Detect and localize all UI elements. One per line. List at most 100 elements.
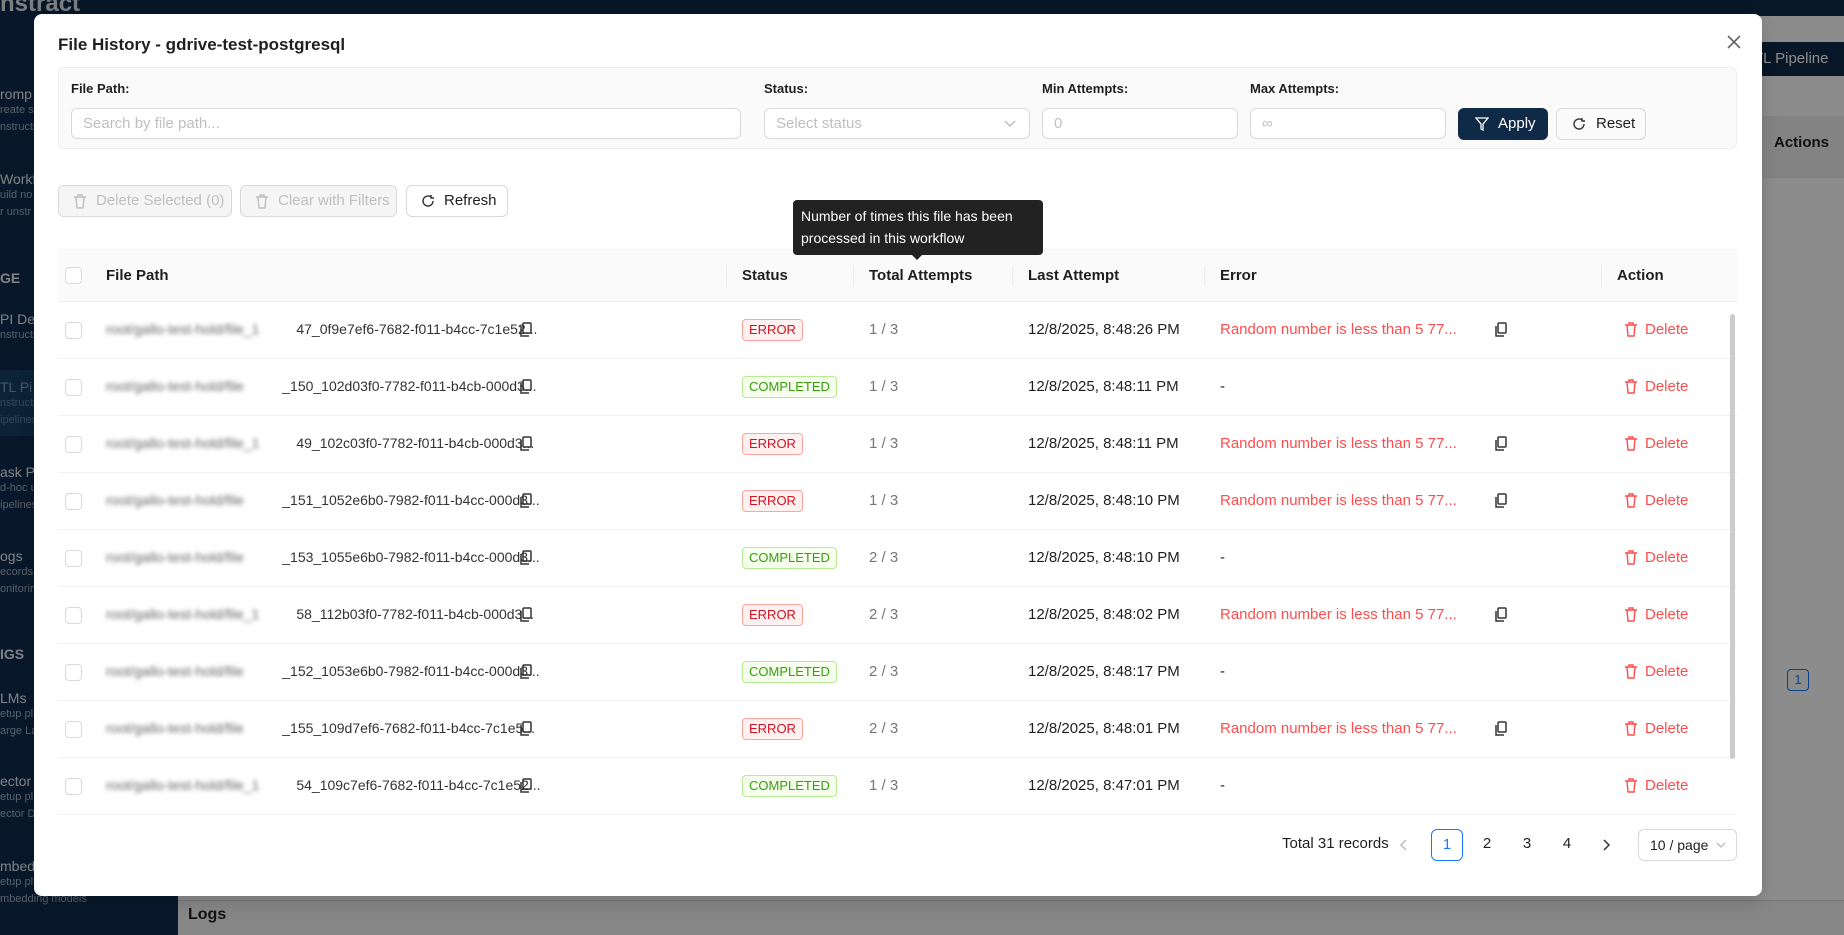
file-path-blurred: root/gallo-test-hold/file: [106, 378, 244, 394]
delete-button[interactable]: Delete: [1645, 435, 1689, 452]
row-checkbox[interactable]: [65, 493, 82, 510]
copy-icon-svg: [1495, 493, 1507, 508]
refresh-button[interactable]: Refresh: [406, 185, 508, 217]
row-checkbox[interactable]: [65, 322, 82, 339]
sidebar-sub: etup pl: [0, 708, 34, 720]
copy-icon[interactable]: [519, 664, 533, 680]
sidebar-item[interactable]: LMs: [0, 690, 27, 706]
delete-button[interactable]: Delete: [1645, 663, 1689, 680]
delete-icon-svg: [1625, 607, 1637, 622]
next-page-svg: [1603, 839, 1610, 851]
row-checkbox[interactable]: [65, 550, 82, 567]
sidebar-item[interactable]: ector: [0, 773, 32, 789]
copy-icon[interactable]: [1494, 721, 1508, 737]
copy-icon[interactable]: [519, 322, 533, 338]
sidebar-sub: uild no: [0, 189, 33, 201]
filter-icon: [1475, 117, 1489, 131]
disabled-button: Delete Selected (0): [58, 185, 232, 217]
page-number[interactable]: 1: [1431, 829, 1463, 861]
delete-button[interactable]: Delete: [1645, 378, 1689, 395]
close-button[interactable]: [1726, 34, 1742, 50]
apply-button[interactable]: Apply: [1458, 108, 1548, 140]
copy-icon[interactable]: [1494, 493, 1508, 509]
filter-input[interactable]: ∞: [1250, 108, 1446, 139]
table-row: root/gallo-test-hold/file _150_102d03f0-7…: [58, 359, 1737, 416]
sidebar-item[interactable]: romp: [0, 86, 32, 102]
bg-actions-header: Actions: [1774, 134, 1830, 151]
delete-button[interactable]: Delete: [1645, 777, 1689, 794]
sidebar-sub: ecords: [0, 566, 34, 578]
status-tag: ERROR: [742, 490, 803, 512]
row-checkbox[interactable]: [65, 778, 82, 795]
page-number[interactable]: 3: [1522, 835, 1532, 852]
copy-icon[interactable]: [519, 550, 533, 566]
button-icon-svg: [74, 194, 86, 209]
copy-icon[interactable]: [519, 778, 533, 794]
page-number[interactable]: 2: [1482, 835, 1492, 852]
filter-label: File Path:: [71, 81, 130, 96]
last-attempt: 12/8/2025, 8:47:01 PM: [1028, 777, 1180, 794]
sidebar-sub: etup pl: [0, 876, 34, 888]
sidebar-item[interactable]: ogs: [0, 548, 23, 564]
copy-icon-svg: [520, 778, 532, 793]
copy-icon[interactable]: [519, 721, 533, 737]
filter-input[interactable]: Select status: [764, 108, 1030, 139]
filter-input[interactable]: 0: [1042, 108, 1238, 139]
column-header: File Path: [106, 267, 169, 284]
row-checkbox[interactable]: [65, 607, 82, 624]
row-checkbox[interactable]: [65, 379, 82, 396]
select-arrow-svg: [1004, 120, 1016, 127]
delete-button[interactable]: Delete: [1645, 549, 1689, 566]
delete-button[interactable]: Delete: [1645, 606, 1689, 623]
row-checkbox[interactable]: [65, 436, 82, 453]
last-attempt: 12/8/2025, 8:48:26 PM: [1028, 321, 1180, 338]
filter-label: Max Attempts:: [1250, 81, 1340, 96]
delete-button[interactable]: Delete: [1645, 720, 1689, 737]
next-page[interactable]: [1602, 839, 1610, 851]
bg-header: [1762, 116, 1844, 178]
column-header: Total Attempts: [869, 267, 973, 284]
copy-icon-svg: [520, 379, 532, 394]
tooltip: Number of times this file has been proce…: [793, 200, 1043, 255]
delete-button[interactable]: Delete: [1645, 321, 1689, 338]
reset-button[interactable]: Reset: [1556, 108, 1646, 140]
delete-icon: [1624, 379, 1638, 394]
copy-icon[interactable]: [519, 493, 533, 509]
sidebar-item[interactable]: PI De: [0, 311, 36, 327]
sidebar-item[interactable]: mbed: [0, 858, 36, 874]
copy-icon-svg: [520, 322, 532, 337]
row-checkbox[interactable]: [65, 721, 82, 738]
sidebar-item[interactable]: ask P: [0, 464, 36, 480]
status-tag: COMPLETED: [742, 376, 837, 398]
copy-icon[interactable]: [1494, 607, 1508, 623]
copy-icon-svg: [520, 493, 532, 508]
attempts: 2 / 3: [869, 720, 899, 737]
status-tag: ERROR: [742, 319, 803, 341]
copy-icon[interactable]: [1494, 322, 1508, 338]
delete-icon-svg: [1625, 379, 1637, 394]
header-checkbox[interactable]: [65, 267, 82, 284]
page-number[interactable]: 4: [1562, 835, 1572, 852]
table-row: root/gallo-test-hold/file_1 47_0f9e7ef6-7…: [58, 302, 1737, 359]
delete-icon-svg: [1625, 664, 1637, 679]
delete-button[interactable]: Delete: [1645, 492, 1689, 509]
file-path: 54_109c7ef6-7682-f011-b4cc-7c1e52...: [296, 777, 541, 793]
copy-icon[interactable]: [519, 436, 533, 452]
bg-page: 1: [1787, 669, 1809, 691]
sidebar-sub: r unstr: [0, 206, 32, 218]
logo: nstract: [0, 0, 81, 17]
file-path-blurred: root/gallo-test-hold/file: [106, 492, 244, 508]
filter-input[interactable]: Search by file path...: [71, 108, 741, 139]
copy-icon[interactable]: [519, 607, 533, 623]
copy-icon[interactable]: [519, 379, 533, 395]
table-row: root/gallo-test-hold/file _151_1052e6b0-7…: [58, 473, 1737, 530]
file-path: _150_102d03f0-7782-f011-b4cb-000d3...: [282, 378, 537, 394]
file-path-blurred: root/gallo-test-hold/file_1: [106, 435, 260, 451]
copy-icon[interactable]: [1494, 436, 1508, 452]
attempts: 2 / 3: [869, 606, 899, 623]
table-row: root/gallo-test-hold/file_1 58_112b03f0-7…: [58, 587, 1737, 644]
copy-icon-svg: [1495, 721, 1507, 736]
page-size[interactable]: 10 / page: [1638, 829, 1737, 861]
column-divider: [853, 266, 854, 286]
row-checkbox[interactable]: [65, 664, 82, 681]
